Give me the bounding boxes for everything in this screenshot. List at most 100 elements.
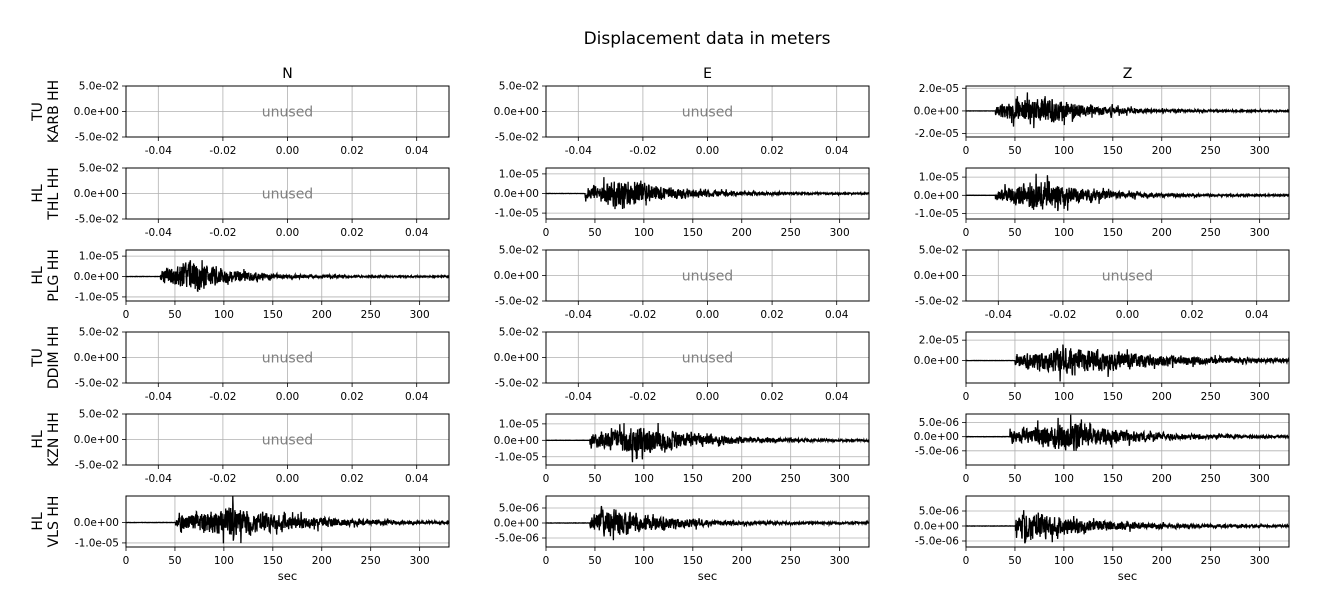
y-tick-label: 5.0e-06 bbox=[919, 506, 960, 518]
y-tick-label: 5.0e-02 bbox=[79, 81, 119, 93]
axes-frame bbox=[545, 413, 870, 466]
x-tick-label: 0 bbox=[543, 473, 550, 485]
x-tick-label: 0.00 bbox=[276, 473, 299, 485]
x-tick-label: 0.00 bbox=[276, 391, 299, 403]
x-tick-label: 0 bbox=[543, 227, 550, 239]
station-label-line: TU bbox=[30, 348, 46, 368]
station-label: HLKZN HH bbox=[30, 412, 62, 467]
station-label-line: HL bbox=[30, 512, 46, 531]
x-tick-label: 300 bbox=[1250, 391, 1270, 403]
y-tick-label: 0.0e+00 bbox=[74, 517, 119, 529]
x-tick-label: -0.04 bbox=[565, 309, 592, 321]
y-tick-label: 5.0e-06 bbox=[919, 417, 960, 429]
y-tick-label: -2.0e-05 bbox=[915, 128, 959, 140]
y-tick-label: 0.0e+00 bbox=[914, 190, 959, 202]
x-tick-label: 0.04 bbox=[405, 473, 429, 485]
station-label: HLVLS HH bbox=[30, 496, 62, 548]
x-tick-label: -0.02 bbox=[629, 309, 656, 321]
x-tick-label: 50 bbox=[168, 555, 181, 567]
x-tick-label: -0.04 bbox=[145, 145, 172, 157]
panel-e-row2: 0 50 100 150 200 250 300 1.0e-05 0.0e+00 -1.0e-05 bbox=[494, 167, 870, 239]
y-tick-label: 0.0e+00 bbox=[494, 270, 539, 282]
x-tick-label: -0.04 bbox=[565, 391, 592, 403]
x-tick-label: 300 bbox=[830, 227, 850, 239]
x-tick-label: 0.04 bbox=[825, 145, 849, 157]
y-tick-label: 1.0e-05 bbox=[499, 168, 539, 180]
y-tick-label: 5.0e-02 bbox=[919, 245, 959, 257]
x-tick-label: 0.02 bbox=[760, 391, 783, 403]
unused-label: unused bbox=[262, 187, 313, 203]
x-tick-label: 250 bbox=[1201, 555, 1221, 567]
x-tick-label: 300 bbox=[1250, 473, 1270, 485]
station-label-line: HL bbox=[30, 266, 46, 285]
y-tick-label: 5.0e-02 bbox=[499, 81, 539, 93]
y-tick-label: -5.0e-06 bbox=[495, 533, 539, 545]
station-label-line: HL bbox=[30, 184, 46, 203]
y-tick-label: -1.0e-05 bbox=[495, 451, 539, 463]
panel-e-row1: E -0.04 -0.02 0.00 0.02 0.04 5.0e-02 0.0e+00 -5.… bbox=[494, 66, 870, 157]
x-tick-label: 200 bbox=[1152, 555, 1172, 567]
x-tick-label: 100 bbox=[1054, 473, 1074, 485]
y-tick-label: 0.0e+00 bbox=[74, 434, 119, 446]
x-tick-label: 200 bbox=[732, 473, 752, 485]
x-tick-label: 0.02 bbox=[340, 391, 363, 403]
axes-frame bbox=[545, 331, 870, 384]
y-tick-label: 0.0e+00 bbox=[494, 188, 539, 200]
station-label-line: PLG HH bbox=[46, 249, 62, 302]
station-label-line: VLS HH bbox=[46, 496, 62, 548]
y-tick-label: 0.0e+00 bbox=[74, 106, 119, 118]
y-tick-label: 0.0e+00 bbox=[914, 270, 959, 282]
station-label: HLPLG HH bbox=[30, 249, 62, 302]
x-tick-label: 300 bbox=[410, 309, 430, 321]
panel-z-row6: 0 50 100 150 200 250 300 5.0e-06 0.0e+00 -5.0e-06… bbox=[914, 495, 1290, 583]
axes-frame bbox=[965, 85, 1290, 138]
y-tick-label: 0.0e+00 bbox=[914, 105, 959, 117]
y-tick-label: 0.0e+00 bbox=[494, 435, 539, 447]
x-tick-label: -0.04 bbox=[145, 473, 172, 485]
x-tick-label: 250 bbox=[781, 227, 801, 239]
x-tick-label: 100 bbox=[214, 555, 234, 567]
x-tick-label: 250 bbox=[781, 555, 801, 567]
y-tick-label: -5.0e-02 bbox=[495, 132, 539, 144]
x-axis-label: sec bbox=[278, 569, 297, 583]
panel-z-row4: 0 50 100 150 200 250 300 2.0e-05 0.0e+00 bbox=[914, 331, 1290, 403]
x-tick-label: -0.04 bbox=[565, 145, 592, 157]
x-tick-label: 200 bbox=[312, 555, 332, 567]
x-tick-label: 0 bbox=[123, 555, 130, 567]
x-tick-label: 50 bbox=[1008, 473, 1021, 485]
x-tick-label: 0.04 bbox=[405, 145, 429, 157]
axes-frame bbox=[125, 331, 450, 384]
panel-n-row6: HLVLS HH 0 50 100 150 200 250 300 0.0e+00 -1.0e-0… bbox=[30, 495, 450, 583]
x-tick-label: 0.02 bbox=[760, 145, 783, 157]
unused-label: unused bbox=[682, 105, 733, 121]
panel-e-row4: -0.04 -0.02 0.00 0.02 0.04 5.0e-02 0.0e+00 -5.0… bbox=[494, 327, 870, 403]
x-tick-label: 300 bbox=[830, 473, 850, 485]
x-tick-label: 300 bbox=[1250, 227, 1270, 239]
x-tick-label: 0.00 bbox=[696, 391, 719, 403]
axes-frame bbox=[545, 167, 870, 220]
unused-label: unused bbox=[682, 269, 733, 285]
x-tick-label: 0.00 bbox=[276, 227, 299, 239]
waveform-trace bbox=[965, 414, 1290, 451]
x-tick-label: 250 bbox=[781, 473, 801, 485]
y-tick-label: 5.0e-02 bbox=[499, 245, 539, 257]
x-tick-label: 0 bbox=[963, 391, 970, 403]
x-tick-label: 0 bbox=[963, 227, 970, 239]
axes-frame bbox=[125, 413, 450, 466]
station-label: TUDDIM HH bbox=[30, 326, 62, 389]
x-tick-label: -0.02 bbox=[629, 391, 656, 403]
panel-z-row5: 0 50 100 150 200 250 300 5.0e-06 0.0e+00 -5.0e-06 bbox=[914, 413, 1290, 485]
axes-frame bbox=[545, 85, 870, 138]
y-tick-label: -5.0e-06 bbox=[915, 536, 959, 548]
y-tick-label: 1.0e-05 bbox=[499, 418, 539, 430]
y-tick-label: 0.0e+00 bbox=[74, 352, 119, 364]
x-tick-label: 200 bbox=[732, 555, 752, 567]
x-tick-label: 50 bbox=[1008, 227, 1021, 239]
x-tick-label: 0 bbox=[543, 555, 550, 567]
y-tick-label: -1.0e-05 bbox=[495, 208, 539, 220]
y-tick-label: -5.0e-02 bbox=[495, 296, 539, 308]
panel-n-row3: HLPLG HH 0 50 100 150 200 250 300 1.0e-05 0.0e+00… bbox=[30, 249, 450, 321]
x-tick-label: 0.04 bbox=[1245, 309, 1269, 321]
x-tick-label: 0.02 bbox=[1180, 309, 1203, 321]
